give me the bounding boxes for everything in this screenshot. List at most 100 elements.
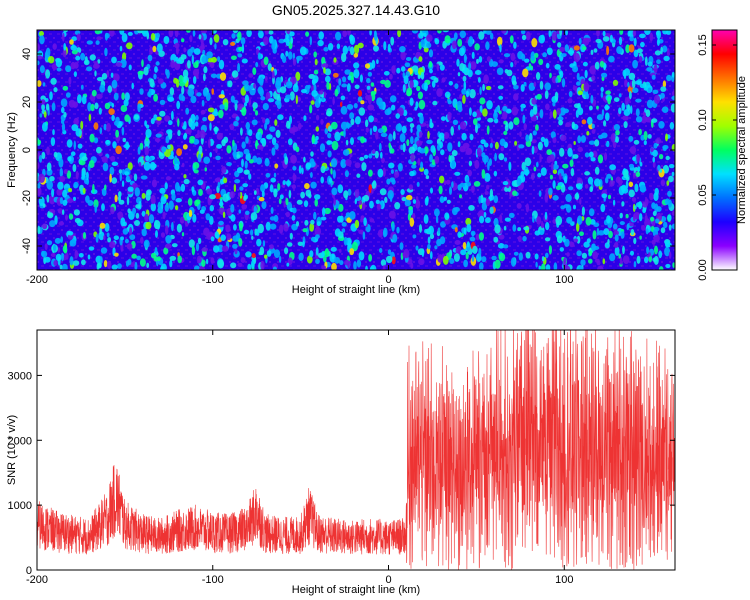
heatmap-cell bbox=[65, 65, 72, 73]
heatmap-cell bbox=[154, 247, 158, 254]
heatmap-cell bbox=[302, 240, 305, 248]
heatmap-cell bbox=[139, 142, 144, 150]
heatmap-cell bbox=[87, 254, 91, 260]
heatmap-cell bbox=[419, 224, 422, 233]
heatmap-cell bbox=[214, 43, 217, 50]
heatmap-cell bbox=[643, 130, 648, 141]
heatmap-cell bbox=[665, 263, 671, 269]
heatmap-cell bbox=[245, 251, 252, 258]
heatmap-cell bbox=[179, 216, 185, 224]
x-tick-label: -100 bbox=[202, 574, 224, 586]
heatmap-cell bbox=[285, 94, 292, 100]
heatmap-cell bbox=[552, 164, 559, 170]
heatmap-cell bbox=[159, 110, 166, 117]
heatmap-cell bbox=[104, 222, 110, 232]
heatmap-cell bbox=[671, 210, 675, 216]
heatmap-cell bbox=[365, 119, 369, 128]
heatmap-cell bbox=[251, 235, 254, 240]
heatmap-cell bbox=[342, 45, 348, 55]
heatmap-cell bbox=[89, 54, 96, 61]
heatmap-cell bbox=[578, 37, 582, 45]
heatmap-cell bbox=[513, 84, 519, 90]
heatmap-cell bbox=[377, 168, 384, 178]
heatmap-cell bbox=[605, 112, 610, 121]
heatmap-cell bbox=[668, 224, 672, 231]
heatmap-cell bbox=[481, 256, 487, 263]
heatmap-cell bbox=[419, 148, 426, 154]
heatmap-cell bbox=[471, 51, 475, 60]
heatmap-cell bbox=[218, 59, 225, 70]
heatmap-cell bbox=[49, 176, 55, 182]
heatmap-cell bbox=[67, 156, 72, 162]
heatmap-cell bbox=[380, 259, 387, 267]
heatmap-cell bbox=[629, 36, 635, 42]
heatmap-cell bbox=[62, 209, 65, 215]
heatmap-cell bbox=[482, 83, 485, 92]
heatmap-cell bbox=[588, 151, 594, 158]
heatmap-cell bbox=[51, 188, 55, 198]
heatmap-cell bbox=[457, 231, 462, 238]
heatmap-cell bbox=[597, 154, 604, 164]
heatmap-cell bbox=[165, 176, 171, 181]
heatmap-cell bbox=[235, 116, 240, 121]
heatmap-cell bbox=[614, 242, 619, 248]
heatmap-cell bbox=[369, 200, 374, 209]
heatmap-cell bbox=[436, 238, 442, 247]
heatmap-cell bbox=[63, 111, 67, 118]
heatmap-cell bbox=[573, 103, 581, 109]
heatmap-cell bbox=[382, 167, 386, 177]
heatmap-cell bbox=[644, 256, 649, 264]
heatmap-cell bbox=[493, 170, 498, 177]
heatmap-cell bbox=[97, 59, 101, 64]
heatmap-cell bbox=[462, 94, 466, 104]
heatmap-cell bbox=[603, 152, 608, 161]
heatmap-cell bbox=[114, 194, 118, 203]
heatmap-cell bbox=[107, 237, 111, 243]
heatmap-cell bbox=[468, 205, 475, 211]
heatmap-cell bbox=[157, 208, 163, 214]
heatmap-cell bbox=[109, 241, 116, 249]
heatmap-cell bbox=[206, 188, 213, 195]
heatmap-cell bbox=[316, 114, 320, 121]
heatmap-cell bbox=[209, 122, 212, 131]
heatmap-cell bbox=[188, 239, 195, 248]
heatmap-cell bbox=[269, 35, 274, 44]
heatmap-cell bbox=[255, 61, 259, 68]
heatmap-cell bbox=[125, 175, 130, 181]
heatmap-cell bbox=[523, 81, 527, 87]
heatmap-cell bbox=[324, 207, 331, 215]
heatmap-cell bbox=[573, 52, 580, 63]
heatmap-cell bbox=[538, 190, 542, 197]
heatmap-cell bbox=[232, 243, 238, 249]
heatmap-cell bbox=[518, 144, 525, 149]
heatmap-cell bbox=[400, 189, 405, 195]
heatmap-cell bbox=[395, 113, 401, 119]
heatmap-cell bbox=[420, 161, 424, 170]
heatmap-cell bbox=[520, 103, 526, 109]
heatmap-cell bbox=[161, 232, 165, 238]
heatmap-cell bbox=[522, 235, 527, 242]
heatmap-cell bbox=[609, 34, 614, 43]
heatmap-cell bbox=[516, 203, 522, 209]
heatmap-cell bbox=[334, 257, 341, 264]
heatmap-cell bbox=[47, 212, 54, 219]
heatmap-cell bbox=[671, 223, 675, 230]
heatmap-cell bbox=[486, 125, 490, 135]
heatmap-cell bbox=[660, 179, 666, 187]
heatmap-cell bbox=[218, 94, 226, 99]
heatmap-cell bbox=[313, 69, 319, 75]
heatmap-cell bbox=[304, 219, 309, 226]
heatmap-cell bbox=[584, 184, 589, 189]
heatmap-cell bbox=[122, 137, 127, 143]
heatmap-cell bbox=[451, 40, 457, 50]
heatmap-cell bbox=[586, 238, 591, 244]
heatmap-cell bbox=[651, 202, 656, 210]
heatmap-cell bbox=[566, 219, 573, 224]
heatmap-cell bbox=[183, 178, 190, 185]
heatmap-cell bbox=[209, 152, 212, 158]
heatmap-cell bbox=[253, 107, 256, 112]
heatmap-cell bbox=[215, 155, 221, 161]
heatmap-cell bbox=[454, 171, 461, 176]
heatmap-cell bbox=[420, 71, 425, 80]
heatmap-cell bbox=[261, 201, 267, 210]
